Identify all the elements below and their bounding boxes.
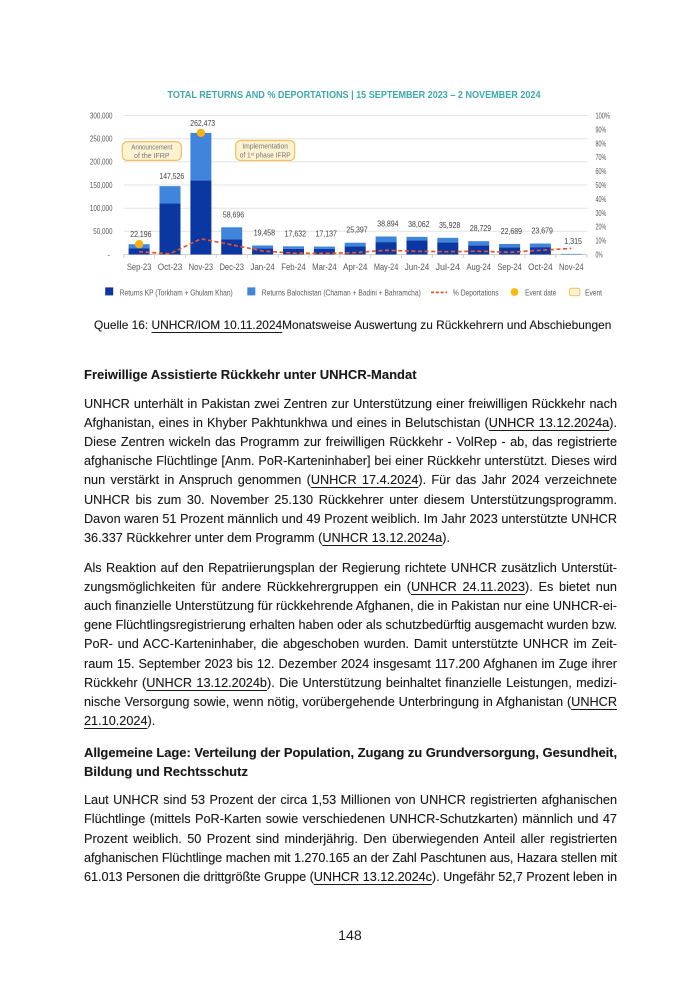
svg-text:of 1st phase IFRP: of 1st phase IFRP [240, 150, 291, 159]
svg-text:38,894: 38,894 [377, 220, 399, 229]
svg-text:50,000: 50,000 [93, 227, 113, 236]
svg-text:Dec-23: Dec-23 [219, 262, 244, 272]
svg-text:10%: 10% [596, 237, 607, 246]
svg-text:80%: 80% [596, 139, 607, 148]
svg-text:58,696: 58,696 [223, 210, 245, 219]
svg-text:70%: 70% [596, 153, 607, 162]
svg-text:Implementation: Implementation [242, 142, 288, 151]
svg-text:17,632: 17,632 [285, 229, 306, 238]
svg-text:Mar-24: Mar-24 [312, 262, 337, 272]
svg-text:Jan-24: Jan-24 [250, 262, 275, 272]
svg-text:Feb-24: Feb-24 [281, 262, 306, 272]
svg-text:Event: Event [585, 288, 602, 297]
svg-text:Jul-24: Jul-24 [436, 262, 461, 272]
svg-text:Nov-24: Nov-24 [559, 262, 584, 272]
svg-text:28,729: 28,729 [470, 224, 492, 233]
svg-text:100,000: 100,000 [90, 204, 113, 213]
svg-text:Sep-23: Sep-23 [127, 262, 152, 272]
svg-text:262,473: 262,473 [190, 119, 215, 128]
svg-text:20%: 20% [596, 223, 607, 232]
svg-text:147,526: 147,526 [159, 172, 184, 181]
svg-text:Returns KP (Torkham + Ghulam K: Returns KP (Torkham + Ghulam Khan) [120, 288, 233, 297]
svg-text:40%: 40% [596, 195, 607, 204]
svg-text:% Deportations: % Deportations [453, 288, 499, 297]
svg-text:30%: 30% [596, 209, 607, 218]
svg-text:250,000: 250,000 [90, 135, 113, 144]
svg-text:Oct-23: Oct-23 [158, 262, 183, 272]
svg-text:Sep-24: Sep-24 [497, 262, 522, 272]
svg-text:60%: 60% [596, 167, 607, 176]
svg-text:-: - [107, 250, 110, 259]
svg-text:22,196: 22,196 [130, 230, 152, 239]
svg-text:200,000: 200,000 [90, 158, 113, 167]
svg-text:Apr-24: Apr-24 [343, 262, 368, 272]
svg-text:Oct-24: Oct-24 [528, 262, 553, 272]
svg-text:Jun-24: Jun-24 [405, 262, 430, 272]
svg-text:50%: 50% [596, 181, 607, 190]
svg-text:Aug-24: Aug-24 [466, 262, 491, 272]
svg-text:Announcement: Announcement [131, 142, 172, 151]
svg-text:May-24: May-24 [374, 262, 399, 272]
svg-text:TOTAL RETURNS AND % DEPORTATIO: TOTAL RETURNS AND % DEPORTATIONS | 15 SE… [168, 90, 541, 101]
svg-text:35,928: 35,928 [439, 221, 461, 230]
svg-text:300,000: 300,000 [90, 111, 113, 120]
svg-text:22,689: 22,689 [501, 227, 523, 236]
svg-text:19,458: 19,458 [254, 229, 276, 238]
svg-text:25,397: 25,397 [346, 226, 367, 235]
svg-text:17,137: 17,137 [316, 230, 337, 239]
svg-text:100%: 100% [596, 112, 610, 121]
svg-text:Event date: Event date [525, 288, 557, 297]
svg-text:1,315: 1,315 [564, 237, 582, 246]
svg-text:Returns Balochistan (Chaman +: Returns Balochistan (Chaman + Badini + B… [262, 288, 421, 297]
svg-text:0%: 0% [596, 251, 603, 260]
svg-text:23,679: 23,679 [532, 227, 554, 236]
svg-text:90%: 90% [596, 125, 607, 134]
svg-text:Nov-23: Nov-23 [189, 262, 214, 272]
svg-text:of the IFRP: of the IFRP [134, 151, 169, 160]
svg-text:38,062: 38,062 [408, 220, 429, 229]
svg-text:150,000: 150,000 [90, 181, 113, 190]
